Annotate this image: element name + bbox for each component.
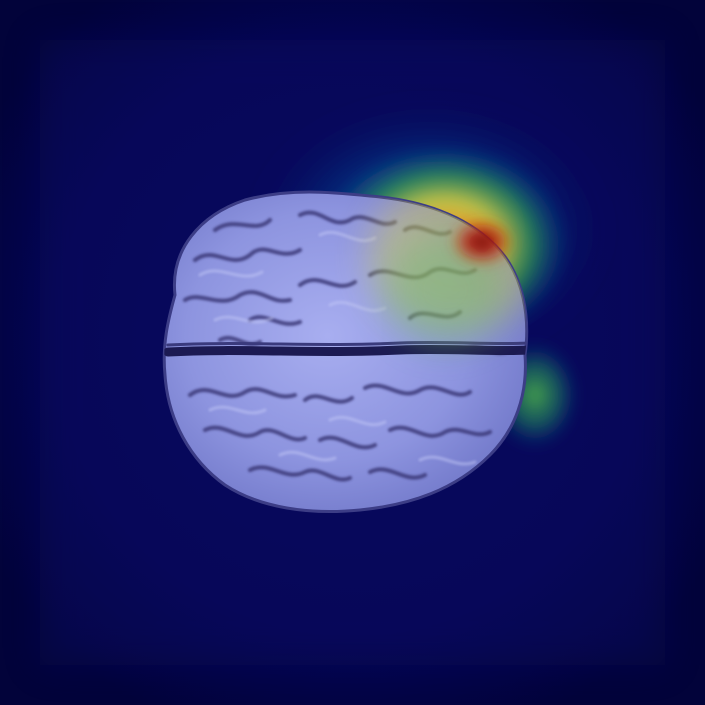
brain-slice xyxy=(162,190,529,513)
midline-fissure xyxy=(164,344,527,357)
